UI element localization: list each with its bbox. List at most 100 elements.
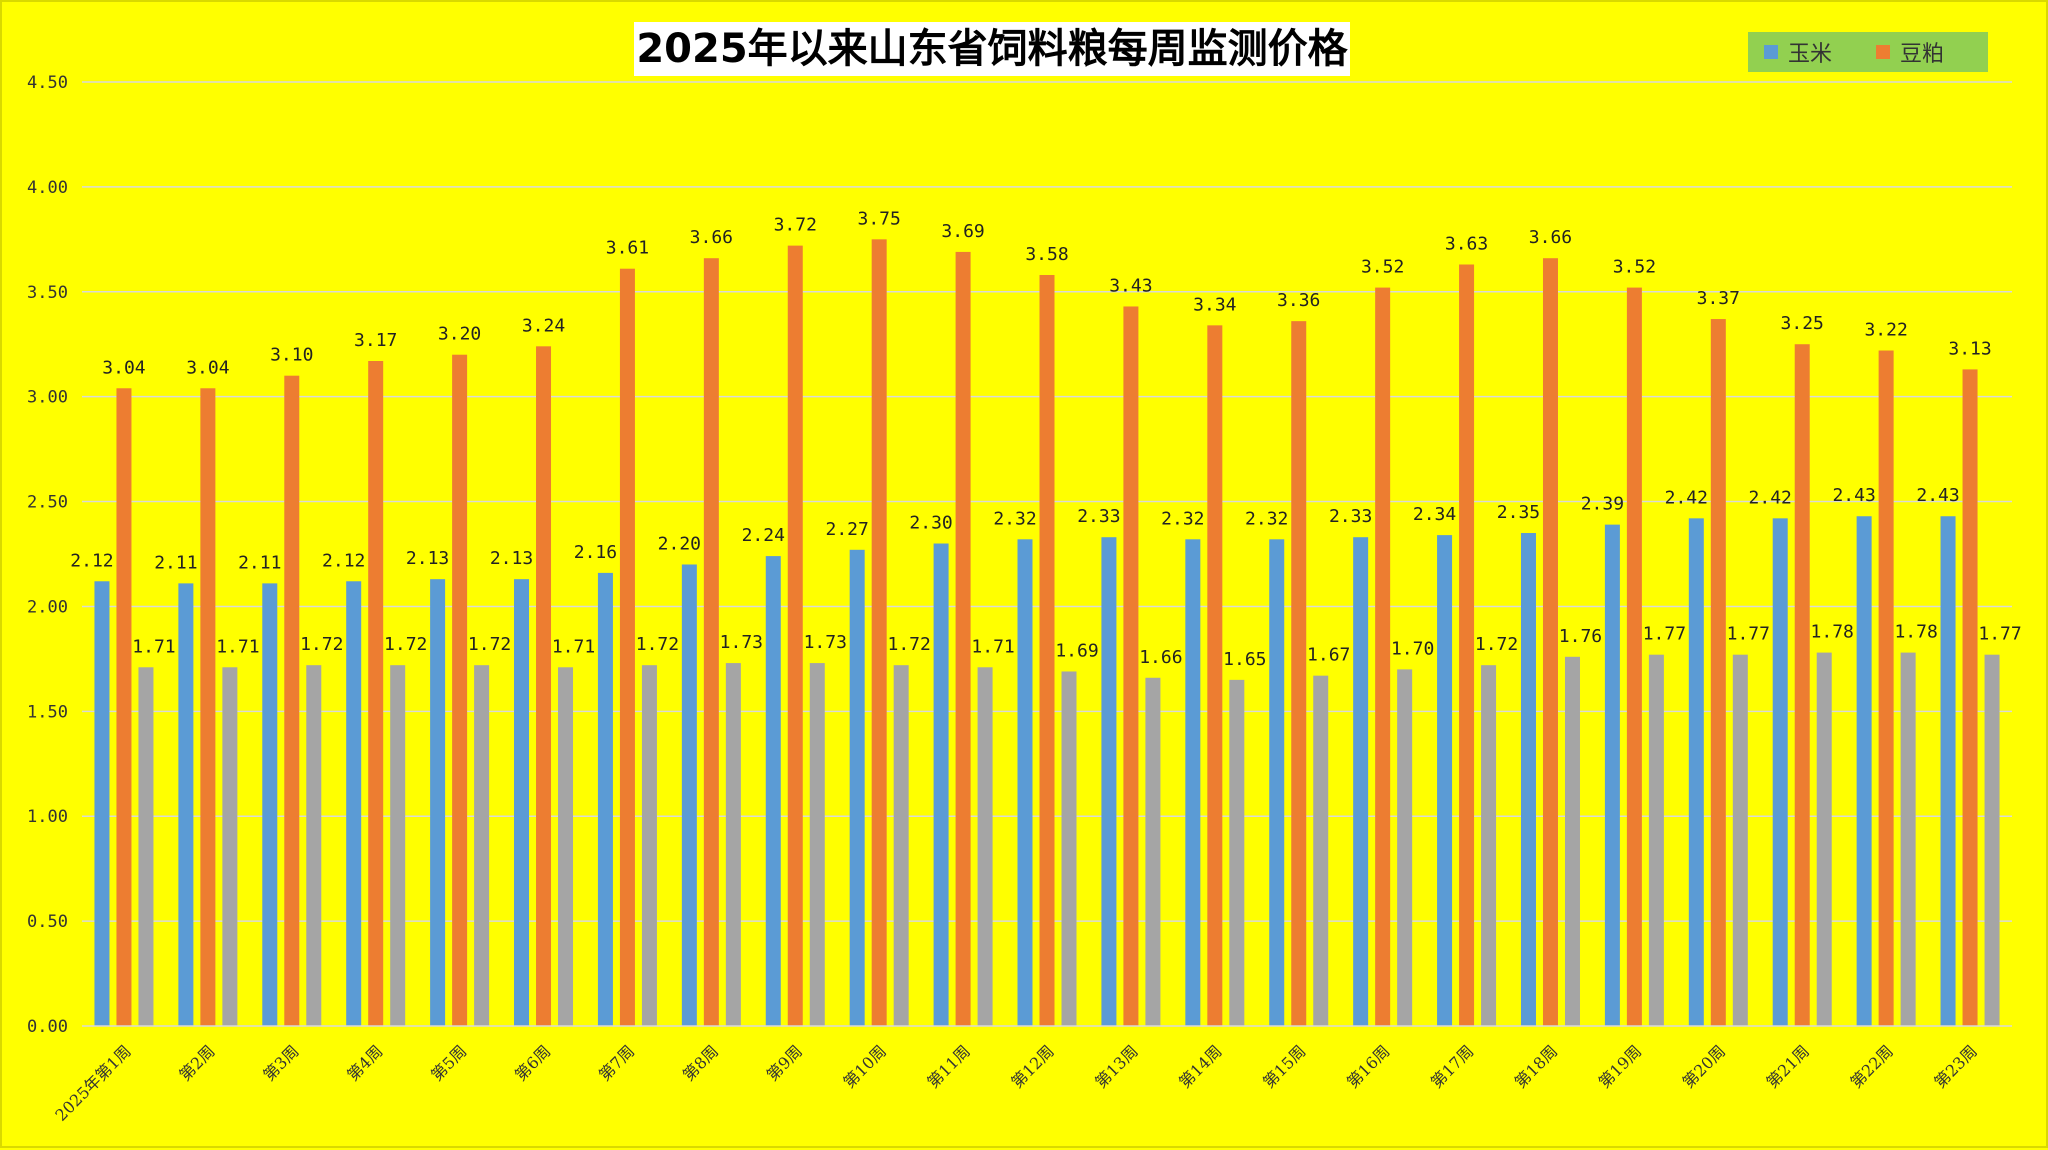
bar: [703, 258, 719, 1026]
bar: [284, 375, 300, 1026]
data-label: 3.75: [857, 208, 900, 229]
data-label: 1.73: [804, 632, 847, 653]
bar: [390, 665, 406, 1026]
bar: [681, 564, 697, 1026]
data-label: 2.33: [1077, 506, 1120, 527]
data-label: 3.24: [522, 315, 565, 336]
bar: [1732, 654, 1748, 1026]
data-label: 2.11: [238, 552, 281, 573]
bar: [1061, 671, 1077, 1026]
data-label: 1.71: [216, 636, 259, 657]
bar: [1856, 516, 1872, 1026]
data-label: 3.17: [354, 330, 397, 351]
data-label: 1.73: [720, 632, 763, 653]
bar: [1710, 319, 1726, 1026]
x-category-label: 第18周: [1511, 1041, 1561, 1091]
x-category-label: 第22周: [1846, 1041, 1896, 1091]
bar: [1604, 524, 1620, 1026]
bar: [641, 665, 657, 1026]
x-category-label: 第20周: [1679, 1041, 1729, 1091]
legend[interactable]: 玉米 豆粕: [1748, 32, 1988, 72]
data-label: 1.72: [384, 634, 427, 655]
data-label: 3.63: [1445, 234, 1488, 255]
bar: [1940, 516, 1956, 1026]
data-label: 3.34: [1193, 294, 1236, 315]
legend-swatch: [1876, 45, 1890, 59]
bar: [1772, 518, 1788, 1026]
bar: [1123, 306, 1139, 1026]
x-category-label: 第7周: [595, 1041, 638, 1084]
x-category-label: 第8周: [679, 1041, 722, 1084]
bar: [1648, 654, 1664, 1026]
data-label: 2.32: [1161, 508, 1204, 529]
data-label: 3.04: [186, 357, 229, 378]
x-category-label: 第19周: [1595, 1041, 1645, 1091]
data-label: 1.71: [971, 636, 1014, 657]
bar: [1900, 652, 1916, 1026]
x-category-label: 第5周: [427, 1041, 470, 1084]
chart-title: 2025年以来山东省饲料粮每周监测价格: [636, 26, 1348, 72]
bars: [94, 239, 2000, 1027]
legend-background: [1748, 32, 1988, 72]
y-tick-label: 4.50: [27, 73, 68, 93]
data-label: 3.43: [1109, 275, 1152, 296]
data-label: 2.24: [742, 525, 785, 546]
data-label: 2.20: [658, 533, 701, 554]
x-category-label: 第16周: [1343, 1041, 1393, 1091]
legend-label: 玉米: [1788, 42, 1832, 67]
bar: [1688, 518, 1704, 1026]
bar: [1984, 654, 2000, 1026]
data-label: 2.42: [1665, 487, 1708, 508]
bar: [1816, 652, 1832, 1026]
bar: [1291, 321, 1307, 1026]
x-category-label: 第12周: [1007, 1041, 1057, 1091]
data-label: 2.39: [1581, 494, 1624, 515]
bar: [536, 346, 552, 1026]
data-label: 1.71: [132, 636, 175, 657]
bar: [977, 667, 993, 1026]
bar: [1878, 350, 1894, 1026]
bar: [809, 663, 825, 1026]
x-axis-categories: 2025年第1周 第2周 第3周 第4周 第5周 第6周 第7周 第8周 第9周 第10周 第11周…: [51, 1041, 1980, 1124]
x-category-label: 第15周: [1259, 1041, 1309, 1091]
x-category-label: 第10周: [840, 1041, 890, 1091]
x-category-label: 第2周: [175, 1041, 218, 1084]
bar: [933, 543, 949, 1026]
data-label: 1.72: [300, 634, 343, 655]
y-tick-label: 3.50: [27, 283, 68, 303]
bar: [597, 572, 613, 1026]
bar: [1039, 274, 1055, 1026]
x-category-label: 第14周: [1175, 1041, 1225, 1091]
bar: [849, 549, 865, 1026]
data-label: 3.13: [1948, 338, 1991, 359]
bar: [1353, 537, 1369, 1026]
bar: [1375, 287, 1391, 1026]
bar: [619, 268, 635, 1026]
data-label: 1.72: [636, 634, 679, 655]
x-category-label: 2025年第1周: [51, 1041, 134, 1124]
data-label: 2.34: [1413, 504, 1456, 525]
bar: [1564, 656, 1580, 1026]
x-category-label: 第6周: [511, 1041, 554, 1084]
bar: [1626, 287, 1642, 1026]
data-label: 2.27: [825, 519, 868, 540]
x-category-label: 第4周: [343, 1041, 386, 1084]
bar: [94, 581, 110, 1026]
data-label: 1.72: [1475, 634, 1518, 655]
data-label: 1.77: [1727, 624, 1770, 645]
y-tick-label: 1.50: [27, 702, 68, 722]
data-label: 2.16: [574, 542, 617, 563]
y-tick-label: 2.00: [27, 597, 68, 617]
data-label: 3.58: [1025, 244, 1068, 265]
data-label: 2.13: [406, 548, 449, 569]
bar: [222, 667, 238, 1026]
y-axis-ticks: 0.00 0.50 1.00 1.50 2.00 2.50 3.00 3.50 4.00 4.50: [27, 73, 68, 1037]
data-label: 2.35: [1497, 502, 1540, 523]
data-label: 3.20: [438, 324, 481, 345]
data-label: 2.13: [490, 548, 533, 569]
data-label: 1.72: [887, 634, 930, 655]
legend-label: 豆粕: [1900, 42, 1944, 67]
data-label: 2.43: [1832, 485, 1875, 506]
data-label: 2.30: [909, 513, 952, 534]
